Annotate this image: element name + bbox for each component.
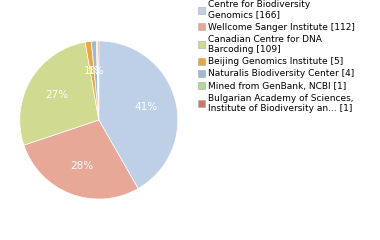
Text: 27%: 27% — [45, 90, 68, 100]
Wedge shape — [85, 41, 99, 120]
Text: 28%: 28% — [70, 161, 93, 171]
Wedge shape — [20, 42, 99, 145]
Text: 41%: 41% — [135, 102, 158, 112]
Text: 1%: 1% — [84, 66, 100, 76]
Wedge shape — [99, 41, 178, 189]
Wedge shape — [91, 41, 99, 120]
Text: 1%: 1% — [87, 66, 104, 76]
Wedge shape — [98, 41, 99, 120]
Legend: Centre for Biodiversity
Genomics [166], Wellcome Sanger Institute [112], Canadia: Centre for Biodiversity Genomics [166], … — [198, 0, 355, 113]
Wedge shape — [24, 120, 138, 199]
Wedge shape — [96, 41, 99, 120]
